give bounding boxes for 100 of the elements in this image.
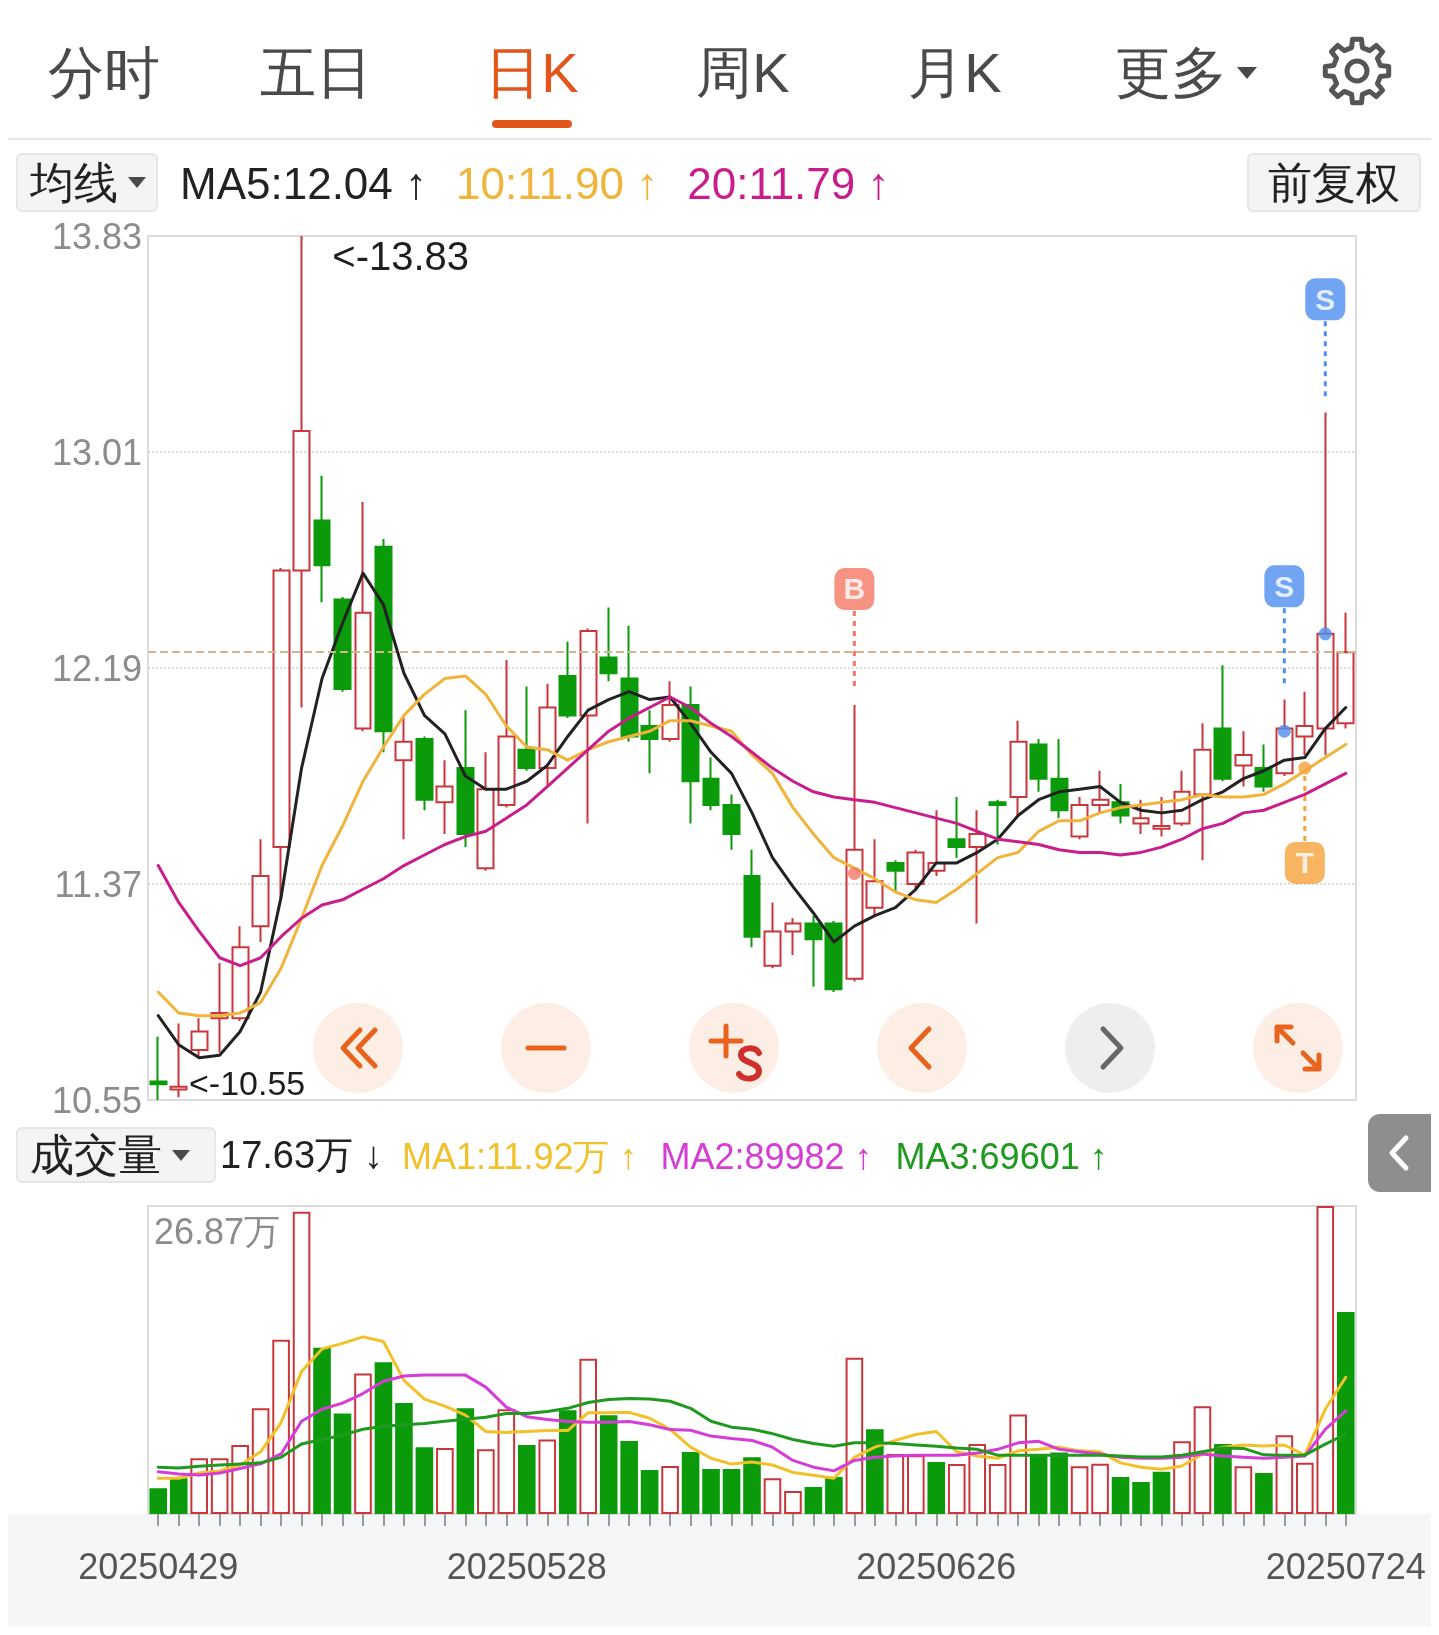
bar [456, 1408, 475, 1514]
candlestick [702, 756, 720, 812]
dropdown: 均线 [16, 153, 158, 212]
text: 月K [908, 41, 1002, 105]
bar [640, 1469, 659, 1514]
candlestick [313, 474, 331, 604]
candlestick [374, 537, 393, 754]
candlestick [251, 838, 270, 943]
candlestick [292, 235, 311, 709]
text: MA1:11.92万 ↑ [402, 1135, 638, 1177]
bar [415, 1447, 434, 1514]
candlestick [1336, 611, 1355, 730]
line-series [156, 571, 1348, 1060]
candlestick [517, 685, 536, 772]
candlestick [1295, 690, 1314, 756]
candlestick [743, 848, 761, 949]
candlestick [1316, 411, 1335, 756]
candlestick [1234, 730, 1253, 788]
candlestick [1173, 769, 1191, 828]
annotation: 26.87万 [154, 1211, 281, 1253]
x-tick-label: 20250429 [78, 1545, 239, 1587]
candlestick [579, 627, 598, 825]
candlestick [394, 717, 413, 841]
candlestick [988, 798, 1007, 846]
data-label: S [1315, 282, 1336, 316]
candlestick [1132, 798, 1150, 835]
candlestick [824, 919, 843, 993]
candlestick [1152, 796, 1171, 838]
button: 前复权 [1247, 153, 1421, 212]
text: 周K [696, 41, 790, 105]
candlestick [1193, 722, 1212, 862]
bar [702, 1469, 720, 1514]
text: 五日 [260, 41, 372, 105]
text: MA3:69601 ↑ [895, 1135, 1108, 1177]
bar [722, 1469, 741, 1514]
bar [517, 1445, 536, 1514]
point [847, 866, 861, 880]
annotation: <-13.83 [332, 234, 470, 278]
bar [1255, 1473, 1273, 1514]
bar [1111, 1477, 1130, 1514]
bar [1336, 1311, 1355, 1514]
candlestick [784, 917, 802, 957]
y-tick-label: 12.19 [51, 647, 142, 689]
bar [313, 1347, 331, 1514]
candlestick [722, 793, 741, 851]
bar [169, 1478, 188, 1514]
candlestick [415, 735, 434, 812]
x-tick-label: 20250724 [1265, 1545, 1426, 1587]
annotation: <-10.55 [188, 1064, 306, 1102]
y-tick-label: 13.01 [51, 431, 142, 473]
candlestick [190, 1017, 209, 1059]
candlestick [1050, 738, 1069, 820]
bar [374, 1362, 393, 1514]
y-tick-label: 11.37 [54, 863, 142, 905]
candlestick [1029, 738, 1048, 793]
bar [743, 1457, 761, 1514]
data-label: S [1274, 569, 1295, 603]
bar [620, 1441, 638, 1514]
text: 20:11.79 ↑ [687, 158, 890, 208]
candlestick [886, 859, 905, 893]
x-tick-label: 20250528 [446, 1545, 607, 1587]
bar [395, 1403, 413, 1514]
candlestick [845, 703, 864, 983]
x-tick-label: 20250626 [856, 1545, 1017, 1587]
candlestick [661, 680, 680, 743]
bar [1050, 1452, 1068, 1514]
candlestick [1070, 796, 1089, 841]
candlestick [968, 809, 987, 925]
data-label: T [1295, 846, 1314, 880]
line-series [156, 695, 1348, 968]
point [1318, 627, 1332, 641]
bar [825, 1477, 843, 1514]
point [1298, 761, 1312, 775]
candlestick [865, 838, 884, 917]
bar [681, 1452, 700, 1514]
candlestick [1009, 719, 1028, 817]
candlestick [1213, 664, 1232, 783]
y-tick-label: 10.55 [51, 1079, 142, 1121]
bar [558, 1410, 577, 1514]
bar [149, 1488, 168, 1514]
bar [599, 1415, 618, 1514]
candlestick [476, 751, 495, 872]
bar [1029, 1454, 1048, 1514]
text: MA5:12.04 ↑ [180, 158, 428, 208]
candlestick [763, 901, 782, 970]
candlestick [927, 809, 946, 878]
candlestick [1275, 698, 1294, 777]
text: 分时 [48, 41, 160, 105]
data-label: B [843, 572, 866, 606]
candlestick [804, 914, 823, 988]
candlestick [558, 640, 577, 720]
candlestick [947, 796, 966, 859]
line-series [156, 674, 1348, 1018]
candlestick [599, 606, 618, 683]
dropdown: 成交量 [16, 1127, 216, 1183]
text: MA2:89982 ↑ [660, 1135, 873, 1177]
candlestick [1091, 769, 1110, 814]
text: 更多 [1115, 41, 1227, 105]
point [1277, 724, 1291, 738]
candlestick [497, 659, 516, 809]
